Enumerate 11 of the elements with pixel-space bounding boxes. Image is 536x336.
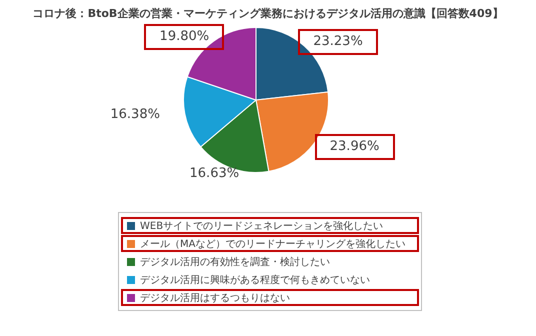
chart-title: コロナ後：BtoB企業の営業・マーケティング業務におけるデジタル活用の意識【回答数409】 [32,6,504,21]
data-label: 16.63% [190,166,240,181]
legend-label: デジタル活用に興味がある程度で何もきめていない [140,274,370,286]
legend-label: デジタル活用はするつもりはない [140,292,290,304]
legend-label: デジタル活用の有効性を調査・検討したい [140,256,330,268]
data-label: 23.96% [330,139,380,154]
data-label: 16.38% [110,106,160,122]
legend-label: WEBサイトでのリードジェネレーションを強化したい [140,220,384,232]
data-label: 19.80% [160,28,210,44]
legend-label: メール（MAなど）でのリードナーチャリングを強化したい [140,238,406,250]
data-label: 23.23% [313,34,363,50]
